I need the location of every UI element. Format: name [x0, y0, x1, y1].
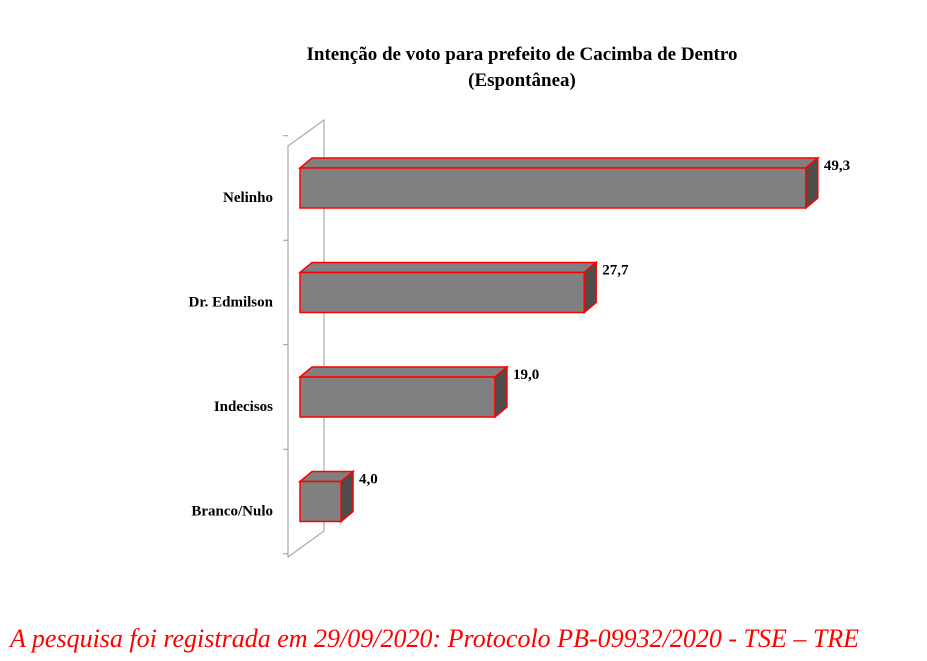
bar — [299, 167, 807, 209]
data-label: 49,3 — [824, 158, 850, 174]
bar-top-face — [297, 157, 820, 169]
bar-top-face — [297, 261, 599, 274]
bar — [299, 271, 585, 314]
bar — [299, 480, 342, 523]
axis-wall — [283, 119, 325, 558]
chart-title: Intenção de voto para prefeito de Cacimb… — [307, 44, 738, 65]
category-label: Branco/Nulo — [191, 504, 273, 520]
chart-subtitle: (Espontânea) — [468, 70, 576, 91]
data-label: 4,0 — [359, 472, 378, 488]
category-label: Nelinho — [223, 190, 273, 206]
bars-group: Nelinho 49,3 Dr. Edmilson 27,7 Indecisos 19,0… — [189, 156, 850, 524]
bar-top-face — [297, 366, 510, 378]
bar — [299, 376, 496, 418]
data-label: 27,7 — [602, 263, 629, 279]
registration-footer: A pesquisa foi registrada em 29/09/2020:… — [10, 624, 860, 653]
category-label: Dr. Edmilson — [189, 295, 274, 311]
category-label: Indecisos — [214, 399, 273, 415]
axis-wall-plane — [287, 119, 325, 558]
data-label: 19,0 — [513, 367, 539, 383]
